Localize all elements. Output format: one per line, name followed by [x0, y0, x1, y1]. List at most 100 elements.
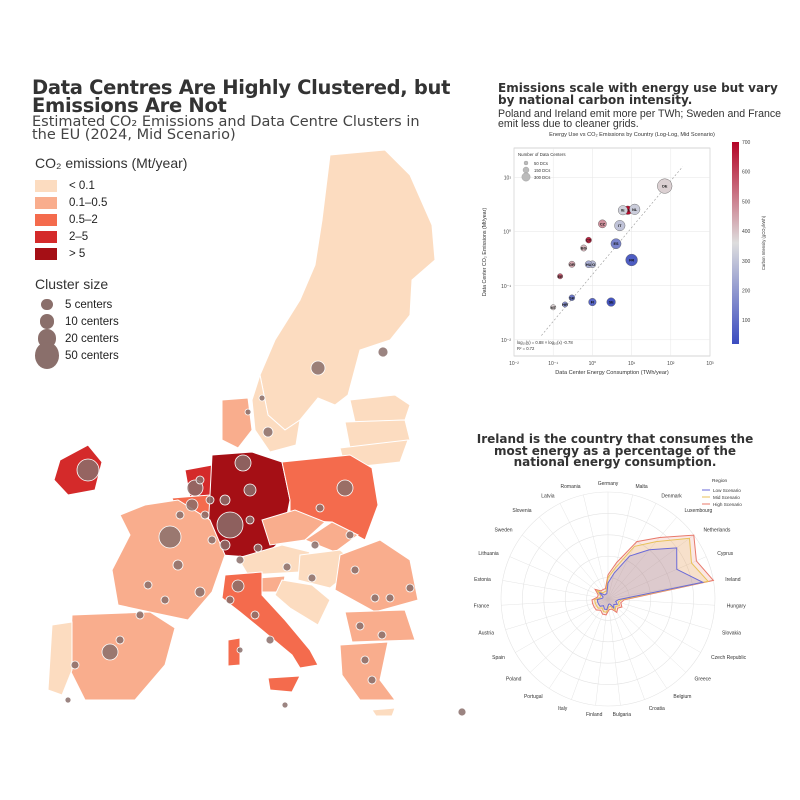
scatter-point [629, 203, 641, 215]
cluster-circle [115, 635, 125, 645]
cluster-circle [172, 559, 184, 571]
radar-spoke [607, 598, 687, 673]
size-legend-label: 300 DCs [534, 175, 550, 180]
scatter-point [625, 253, 638, 267]
colorbar [732, 142, 739, 344]
region-italy [221, 571, 319, 669]
cluster-circle [185, 498, 199, 512]
cluster-circle [76, 458, 100, 482]
scatter-point [580, 244, 588, 252]
region-latvia [344, 419, 411, 449]
region-greece [339, 641, 396, 701]
cluster-circle [265, 635, 275, 645]
x-tick-label: 10⁰ [589, 361, 597, 367]
scatter-heading: Emissions scale with energy use but vary… [498, 81, 778, 107]
map-subtitle: Estimated CO₂ Emissions and Data Centre … [32, 114, 420, 143]
cluster-circle [310, 540, 320, 550]
legend-row: > 5 [35, 245, 187, 262]
legend-label: 2–5 [69, 230, 89, 243]
scatter-point [606, 297, 616, 307]
x-tick-label: 10² [667, 361, 675, 367]
cluster-circle [200, 510, 210, 520]
colorbar-tick: 200 [742, 289, 751, 295]
size-legend-dot [41, 298, 53, 311]
x-axis-label: Data Center Energy Consumption (TWh/year… [555, 370, 669, 376]
radar-spoke [607, 598, 621, 706]
legend-label: > 5 [69, 247, 86, 260]
cluster-circle [345, 530, 355, 540]
cluster-circle [245, 515, 255, 525]
scatter-point [584, 260, 593, 268]
x-tick-label: 10⁻¹ [548, 361, 558, 367]
radar-axis-label: Slovenia [512, 508, 531, 514]
size-legend-dot [39, 314, 55, 329]
cluster-circle [236, 646, 244, 654]
cluster-circle [234, 454, 252, 472]
radar-axis-label: Denmark [661, 493, 682, 499]
cluster-circle [70, 660, 80, 670]
legend-label: 0.1–0.5 [69, 196, 108, 209]
cluster-circle [175, 510, 185, 520]
y-tick-label: 10⁻² [501, 338, 511, 344]
size-legend-dot [523, 160, 529, 166]
scatter-point [568, 260, 576, 268]
scatter-point [557, 273, 564, 280]
region-denmark [221, 397, 253, 449]
cluster-circle [281, 701, 289, 709]
cluster-circle [101, 643, 119, 661]
radar-axis-label: Romania [561, 484, 581, 490]
cluster-circle [243, 483, 257, 497]
radar-axis-label: Estonia [474, 577, 491, 583]
cluster-circle [355, 621, 365, 631]
cluster-circle [262, 426, 274, 438]
size-legend-label: 150 DCs [534, 168, 550, 173]
legend-swatch [35, 247, 57, 260]
point-label: HU [586, 263, 592, 267]
scatter-point [610, 238, 622, 250]
cluster-circle [336, 479, 354, 497]
cluster-circle [143, 580, 153, 590]
legend-row: 0.1–0.5 [35, 194, 187, 211]
cluster-circle [158, 525, 182, 549]
point-label: NL [632, 208, 638, 212]
radar-spoke [502, 580, 609, 600]
region-romania [334, 539, 419, 613]
legend-swatch [35, 179, 57, 192]
radar-legend-title: Region [712, 478, 728, 484]
region-sicily [267, 675, 301, 693]
cluster-circle [377, 630, 387, 640]
point-label: IE [621, 209, 625, 213]
radar-spoke [607, 534, 694, 600]
size-legend-row: 10 centers [35, 313, 187, 330]
radar-axis-label: Latvia [541, 493, 555, 499]
size-legend-dot [522, 166, 530, 174]
radar-spoke [607, 598, 701, 653]
legend-row: 0.5–2 [35, 211, 187, 228]
size-legend-row: 5 centers [35, 296, 187, 313]
legend-row: < 0.1 [35, 177, 187, 194]
radar-axis-label: Croatia [649, 706, 665, 712]
colorbar-tick: 300 [742, 259, 751, 265]
scatter-point [550, 304, 557, 311]
y-tick-label: 10¹ [504, 176, 512, 182]
radar-spoke [595, 598, 609, 706]
radar-axis-label: Slovakia [722, 630, 741, 636]
radar-legend-label: Mid Scenario [713, 495, 740, 500]
radar-axis-label: Malta [635, 484, 647, 490]
cluster-circle [135, 610, 145, 620]
region-estonia [349, 394, 411, 423]
legend-swatch [35, 230, 57, 243]
cluster-circle [350, 565, 360, 575]
radar-spoke [607, 516, 677, 600]
radar-series [591, 534, 715, 616]
point-label: EE [558, 275, 564, 279]
radar-spoke [548, 598, 609, 689]
cluster-circle [244, 408, 252, 416]
cluster-circle [219, 494, 231, 506]
radar-spoke [505, 598, 609, 630]
point-label: CZ [600, 222, 606, 226]
radar-spoke [607, 598, 711, 630]
cluster-circle [250, 610, 260, 620]
region-spain [69, 611, 176, 701]
radar-axis-label: Spain [492, 655, 505, 661]
